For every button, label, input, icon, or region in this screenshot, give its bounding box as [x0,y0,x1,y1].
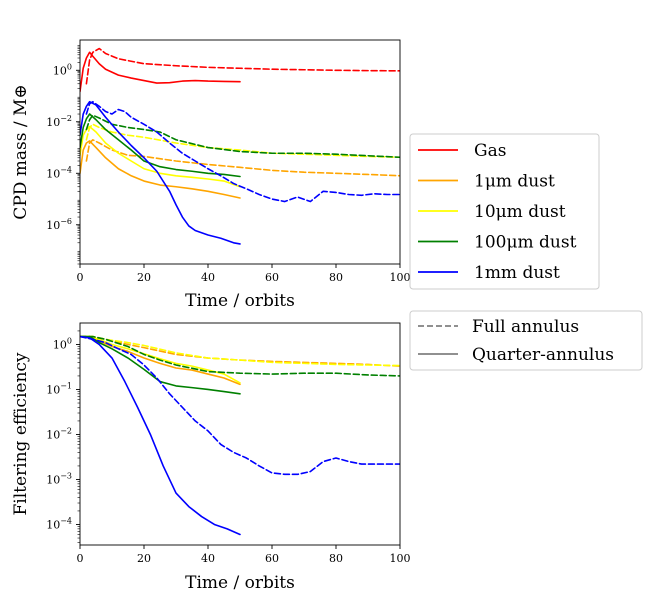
series-line-dust_1mm-quarter [80,100,241,245]
x-tick-label: 80 [329,552,343,565]
series-line-dust_10um-full [85,123,400,159]
legend-label: 10μm dust [474,202,566,222]
series-line-gas-full [85,47,400,85]
series-line-dust_100um-quarter [80,113,241,178]
series-line-dust_1mm-full [80,335,400,476]
x-tick-label: 20 [137,552,151,565]
legend-label: 1mm dust [474,263,560,283]
series-line-dust_100um-full [80,335,400,377]
y-tick-label: 10−2 [46,114,72,129]
y-tick-label: 100 [53,336,72,351]
y-tick-label: 10−4 [46,516,72,531]
x-tick-label: 0 [77,552,84,565]
legend-label: Full annulus [472,317,579,337]
series-line-dust_1um-full [85,138,400,177]
series-line-dust_100um-quarter [80,335,241,395]
y-tick-label: 10−2 [46,426,72,441]
x-tick-label: 60 [265,271,279,284]
x-tick-label: 100 [390,271,411,284]
legend-label: 1μm dust [474,172,555,192]
y-tick-label: 10−6 [46,217,72,232]
legend-item-quarter: Quarter-annulus [418,345,614,365]
y-tick-label: 10−3 [46,471,72,486]
series-lines [80,335,400,536]
legend-item-dust_10um: 10μm dust [418,202,566,222]
x-axis-label: Time / orbits [185,291,295,311]
legend-item-dust_1um: 1μm dust [418,172,555,192]
axes-frame [79,39,401,265]
series-line-dust_1mm-full [85,100,400,203]
cpd-mass-panel: 0 20 40 60 80 100 100 10−2 10−4 10−6 Time / orbits… [11,39,411,311]
axes-frame [79,322,401,546]
x-tick-label: 40 [201,552,215,565]
style-legend-frame [409,310,643,371]
filtering-efficiency-panel: 0 20 40 60 80 100 100 10−1 10−2 10−3 10−4 Time / or… [11,322,411,593]
series-legend: Gas 1μm dust 10μm dust 100μm dust 1mm dust [409,133,600,290]
y-axis-label: CPD mass / M⊕ [11,84,31,219]
series-line-gas-quarter [80,51,241,93]
legend-label: Gas [474,141,506,161]
legend-item-dust_1mm: 1mm dust [418,263,560,283]
legend-item-full: Full annulus [418,317,579,337]
series-line-dust_10um-full [80,335,400,367]
y-tick-label: 10−1 [46,381,72,396]
x-tick-label: 100 [390,552,411,565]
style-legend: Full annulus Quarter-annulus [409,310,643,371]
series-line-dust_100um-full [85,114,400,159]
y-tick-label: 10−4 [46,165,72,180]
y-tick-label: 100 [53,62,72,77]
x-tick-label: 80 [329,271,343,284]
series-line-dust_1um-quarter [80,140,241,199]
y-axis-label: Filtering efficiency [11,352,31,515]
x-tick-label: 20 [137,271,151,284]
series-lines [80,47,400,245]
series-line-dust_1mm-quarter [80,335,241,536]
x-tick-label: 0 [77,271,84,284]
legend-label: Quarter-annulus [472,345,614,365]
series-legend-frame [409,133,600,290]
x-tick-label: 60 [265,552,279,565]
x-axis-label: Time / orbits [185,573,295,593]
series-line-dust_10um-quarter [80,335,241,384]
legend-item-gas: Gas [418,141,506,161]
legend-item-dust_100um: 100μm dust [418,233,577,253]
x-tick-label: 40 [201,271,215,284]
legend-label: 100μm dust [474,233,577,253]
